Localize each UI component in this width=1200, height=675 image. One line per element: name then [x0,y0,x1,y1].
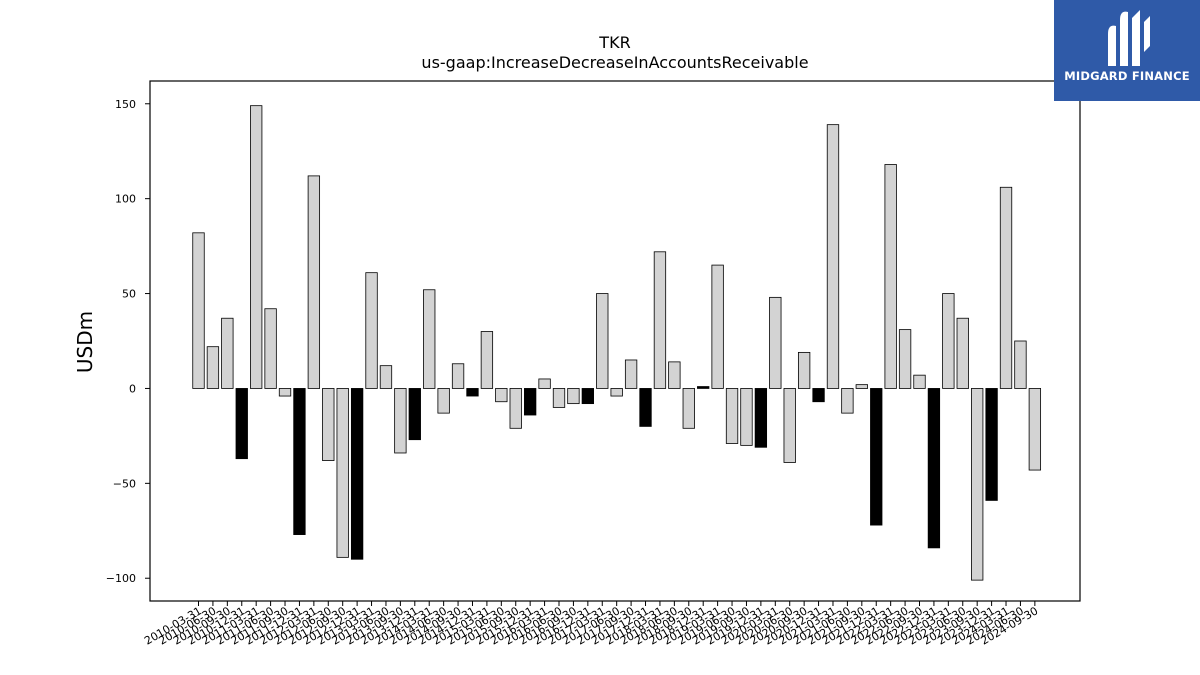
bar-2021-03-31 [826,124,840,389]
bar-2011-12-31 [293,388,306,535]
bar-2016-09-30 [567,388,580,405]
bar-2011-03-31 [250,105,263,389]
bar-2022-09-30 [913,374,926,389]
bar-2010-12-31 [235,388,248,460]
bar-2010-06-30 [206,346,220,389]
logo-text: MIDGARD FINANCE [1064,69,1190,83]
y-axis-label: USDm [73,311,97,373]
bar-2017-09-30 [624,359,638,389]
bar-2023-03-31 [942,293,955,389]
bar-2020-09-30 [797,351,811,389]
bar-2022-12-31 [927,388,941,549]
bar-2020-12-31 [812,388,825,403]
y-tick-label: 150 [115,98,136,111]
plot-frame [149,80,1081,602]
y-tick-label: −50 [113,477,136,490]
bar-2018-06-30 [668,361,681,389]
bar-2012-06-30 [322,388,335,461]
bar-2019-09-30 [740,388,753,446]
bar-2019-03-31 [711,264,724,389]
bar-2020-06-30 [783,388,796,463]
bar-2021-09-30 [855,384,868,389]
bar-2022-03-31 [884,164,897,389]
bar-2021-12-31 [870,388,883,526]
bar-2023-09-30 [971,388,984,581]
bar-2016-12-31 [581,388,594,405]
y-tick-label: 0 [129,382,136,395]
bar-2013-12-31 [408,388,421,441]
bar-2021-06-30 [841,388,854,414]
bar-2014-12-31 [466,388,479,397]
bar-2019-06-30 [725,388,739,444]
midgard-logo-icon [1108,10,1150,66]
bar-2024-03-31 [999,186,1013,389]
bar-2015-09-30 [509,388,522,429]
bar-2010-03-31 [192,232,205,389]
y-tick-label: −100 [106,572,136,585]
bar-2012-09-30 [336,388,349,558]
bar-2018-09-30 [682,388,695,429]
y-tick-label: 100 [115,193,136,206]
bar-2019-12-31 [754,388,768,448]
chart-title: TKR [598,33,630,52]
bar-2017-06-30 [610,388,623,397]
bar-2016-03-31 [538,378,551,389]
bar-2020-03-31 [769,296,782,389]
bar-2014-09-30 [451,363,465,389]
y-tick-label: 50 [122,288,136,301]
bars-group [192,105,1042,581]
bar-2023-06-30 [956,317,969,389]
bar-2015-06-30 [495,388,508,403]
bar-2024-09-30 [1028,388,1042,471]
bar-2011-06-30 [264,308,277,389]
x-axis: 2010-03-312010-06-302010-09-302010-12-31… [142,601,1040,648]
bar-2013-09-30 [394,388,407,454]
bar-2014-06-30 [437,388,450,414]
bar-2013-06-30 [379,365,393,389]
bar-2016-06-30 [552,388,566,408]
bar-2014-03-31 [423,289,436,389]
bar-2017-03-31 [596,293,609,389]
bar-2010-09-30 [221,317,234,389]
bar-2012-12-31 [350,388,364,560]
bar-2018-03-31 [653,251,667,389]
bar-2018-12-31 [697,386,710,389]
brand-logo: MIDGARD FINANCE [1054,0,1200,101]
bar-2015-03-31 [480,331,494,389]
bar-2022-06-30 [898,329,912,389]
bar-2023-12-31 [985,388,998,501]
bar-2015-12-31 [524,388,537,416]
bar-2012-03-31 [307,175,321,389]
y-axis: 150 100 50 0 −50 −100 [106,98,150,585]
bar-2011-09-30 [278,388,292,397]
bar-2017-12-31 [639,388,652,427]
bar-2024-06-30 [1014,340,1027,389]
chart-subtitle: us-gaap:IncreaseDecreaseInAccountsReceiv… [421,53,808,72]
bar-2013-03-31 [365,272,378,389]
